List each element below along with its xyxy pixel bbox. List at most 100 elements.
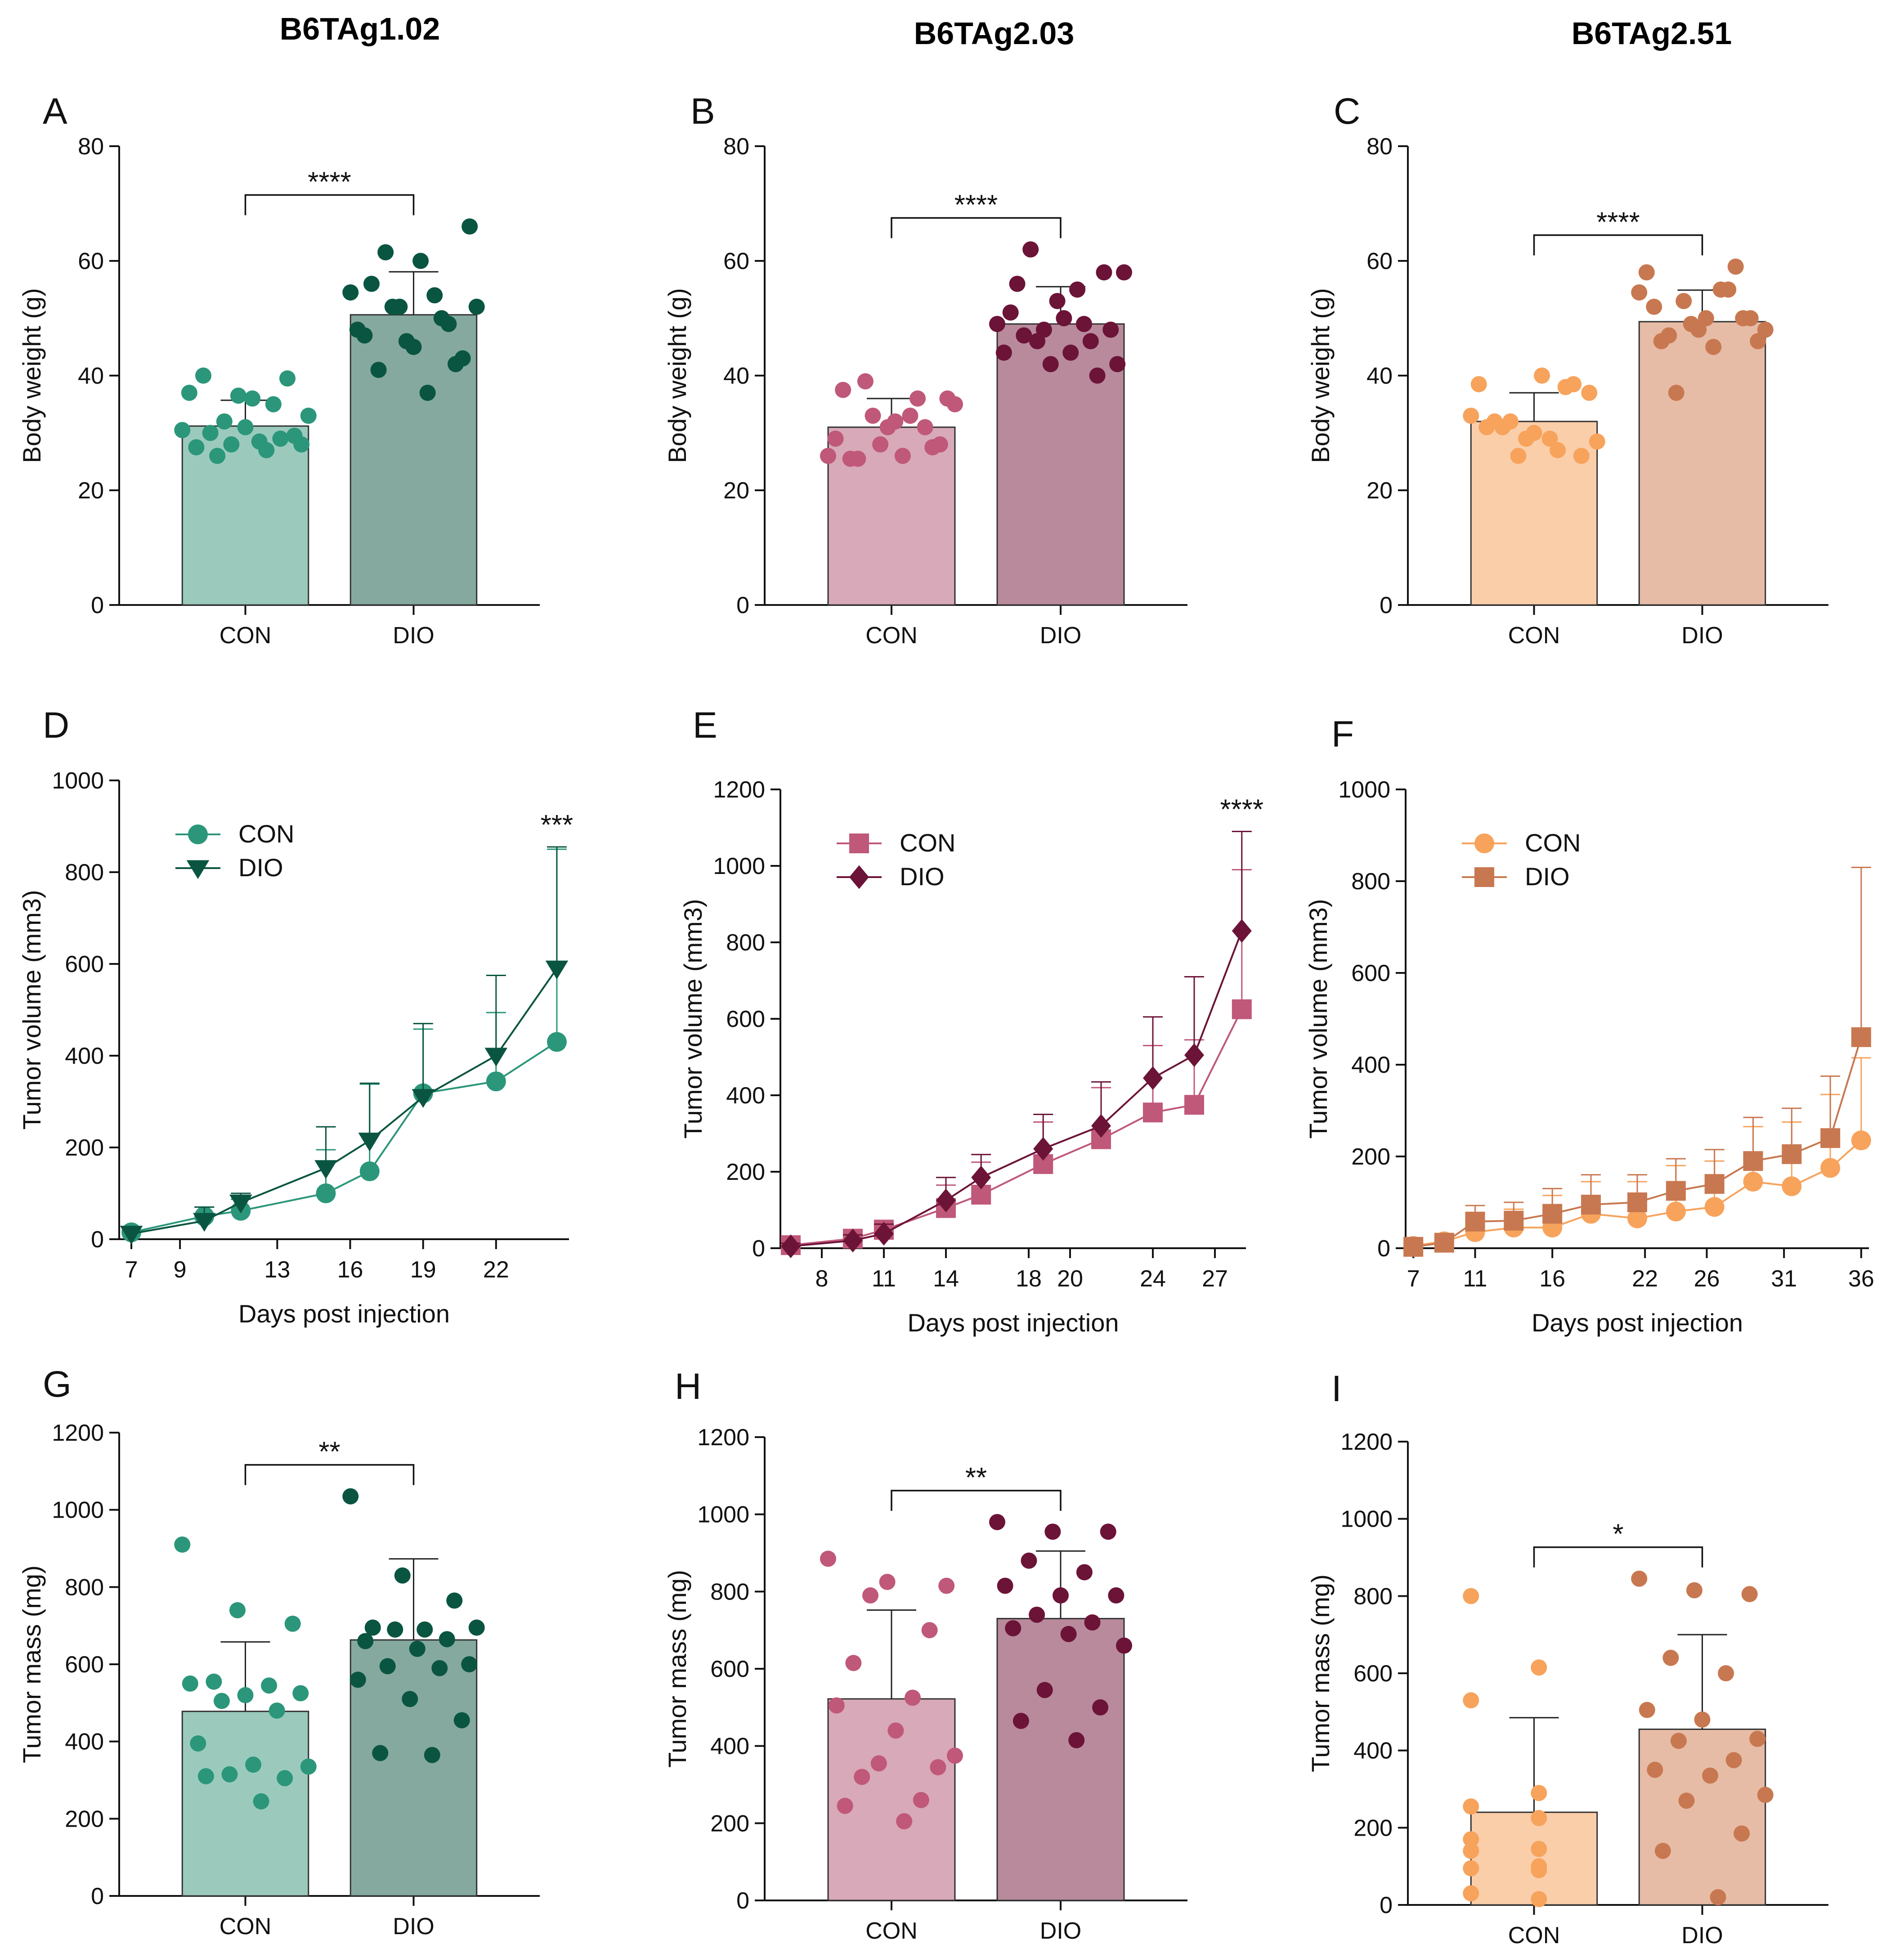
- data-point: [1143, 1066, 1163, 1090]
- significance-label: ****: [308, 167, 351, 198]
- bar-con: [1470, 1811, 1598, 1906]
- y-tick-label: 200: [726, 1159, 765, 1185]
- data-point: [1526, 425, 1542, 441]
- legend-label-dio: DIO: [238, 853, 283, 882]
- data-point: [237, 1687, 254, 1703]
- data-point: [1531, 1862, 1547, 1878]
- data-point: [1725, 1752, 1742, 1769]
- data-point: [1044, 1523, 1061, 1540]
- data-point: [1102, 322, 1119, 338]
- data-point: [827, 430, 844, 447]
- data-point: [349, 322, 366, 338]
- x-tick-label-con: CON: [865, 623, 918, 649]
- data-point: [453, 1712, 470, 1729]
- data-point: [894, 448, 911, 464]
- y-tick-label: 80: [78, 134, 104, 160]
- data-point: [292, 1685, 309, 1702]
- y-tick-label: 800: [1353, 1583, 1393, 1609]
- y-tick-label: 0: [91, 1227, 104, 1253]
- data-point: [947, 1747, 963, 1764]
- data-point: [409, 1640, 426, 1657]
- bar-dio: [996, 1617, 1125, 1901]
- panel-label: I: [1331, 1368, 1342, 1409]
- data-point: [372, 1745, 389, 1761]
- data-point: [384, 299, 401, 315]
- data-point: [1749, 1730, 1766, 1747]
- series-line: [131, 1041, 558, 1233]
- y-tick-label: 600: [65, 951, 104, 977]
- y-tick-label: 800: [65, 860, 104, 886]
- data-point: [213, 1693, 230, 1709]
- data-point: [277, 1770, 293, 1787]
- data-point: [424, 1747, 440, 1763]
- panel-label: C: [1334, 91, 1360, 132]
- data-point: [837, 1797, 853, 1814]
- y-axis-label: Body weight (g): [1306, 288, 1335, 463]
- data-point: [1434, 1232, 1454, 1253]
- x-tick-label: 11: [872, 1266, 896, 1292]
- x-tick-label-con: CON: [1508, 623, 1560, 649]
- y-axis-label: Tumor volume (mm3): [18, 890, 46, 1129]
- x-tick-label-dio: DIO: [393, 1913, 434, 1940]
- x-axis-label: Days post injection: [238, 1299, 450, 1328]
- y-tick-label: 200: [65, 1135, 104, 1161]
- legend-marker-dio: [1474, 867, 1494, 887]
- data-point: [230, 387, 246, 404]
- data-point: [261, 1677, 278, 1694]
- data-point: [938, 1577, 955, 1594]
- data-point: [1502, 413, 1519, 430]
- data-point: [989, 1514, 1005, 1530]
- y-tick-label: 0: [752, 1236, 765, 1262]
- y-tick-label: 0: [91, 1883, 104, 1909]
- x-tick-label: 14: [933, 1266, 959, 1292]
- data-point: [417, 1621, 433, 1638]
- data-point: [870, 1755, 887, 1772]
- data-point: [209, 448, 226, 464]
- y-tick-label: 0: [1380, 592, 1393, 618]
- legend-marker-dio: [849, 865, 869, 889]
- data-point: [1646, 299, 1662, 315]
- data-point: [190, 1735, 206, 1752]
- x-tick-label-dio: DIO: [1040, 1918, 1081, 1944]
- significance-bracket: [244, 194, 415, 215]
- data-point: [1741, 1586, 1758, 1603]
- data-point: [223, 436, 240, 453]
- data-point: [279, 370, 296, 387]
- bar-con: [181, 425, 309, 606]
- data-point: [1718, 1665, 1734, 1681]
- data-point: [1702, 1767, 1719, 1784]
- y-tick-label: 20: [723, 478, 749, 504]
- y-tick-label: 600: [710, 1656, 749, 1682]
- data-point: [1678, 1792, 1695, 1809]
- data-point: [1654, 1842, 1671, 1859]
- data-point: [433, 310, 450, 327]
- x-tick-label-con: CON: [865, 1918, 918, 1944]
- data-point: [182, 1675, 198, 1692]
- data-point: [930, 1759, 946, 1775]
- data-point: [820, 448, 836, 464]
- data-point: [1486, 413, 1503, 430]
- legend-label-dio: DIO: [1525, 862, 1570, 891]
- data-point: [1531, 1785, 1547, 1801]
- data-point: [1573, 448, 1590, 464]
- data-point: [845, 1655, 862, 1671]
- data-point: [412, 253, 429, 269]
- series-line: [131, 968, 558, 1235]
- data-point: [269, 1703, 285, 1719]
- panel-H: H 0 200 400 600 800 1000 1200 Tumor mass (mg) CON…: [663, 1366, 1187, 1944]
- x-axis-label: Days post injection: [1532, 1308, 1743, 1337]
- bar-dio: [349, 1639, 478, 1897]
- data-point: [1662, 1649, 1679, 1666]
- bar-con: [827, 426, 956, 606]
- data-point: [1029, 333, 1046, 349]
- data-point: [1627, 1192, 1647, 1212]
- data-point: [1690, 322, 1707, 338]
- data-point: [1820, 1158, 1841, 1178]
- data-point: [1108, 1587, 1124, 1604]
- data-point: [872, 436, 889, 453]
- data-point: [1143, 1102, 1163, 1123]
- data-point: [1782, 1144, 1802, 1164]
- y-tick-label: 0: [91, 592, 104, 618]
- y-tick-label: 400: [1351, 1052, 1390, 1078]
- series-con: [121, 848, 567, 1242]
